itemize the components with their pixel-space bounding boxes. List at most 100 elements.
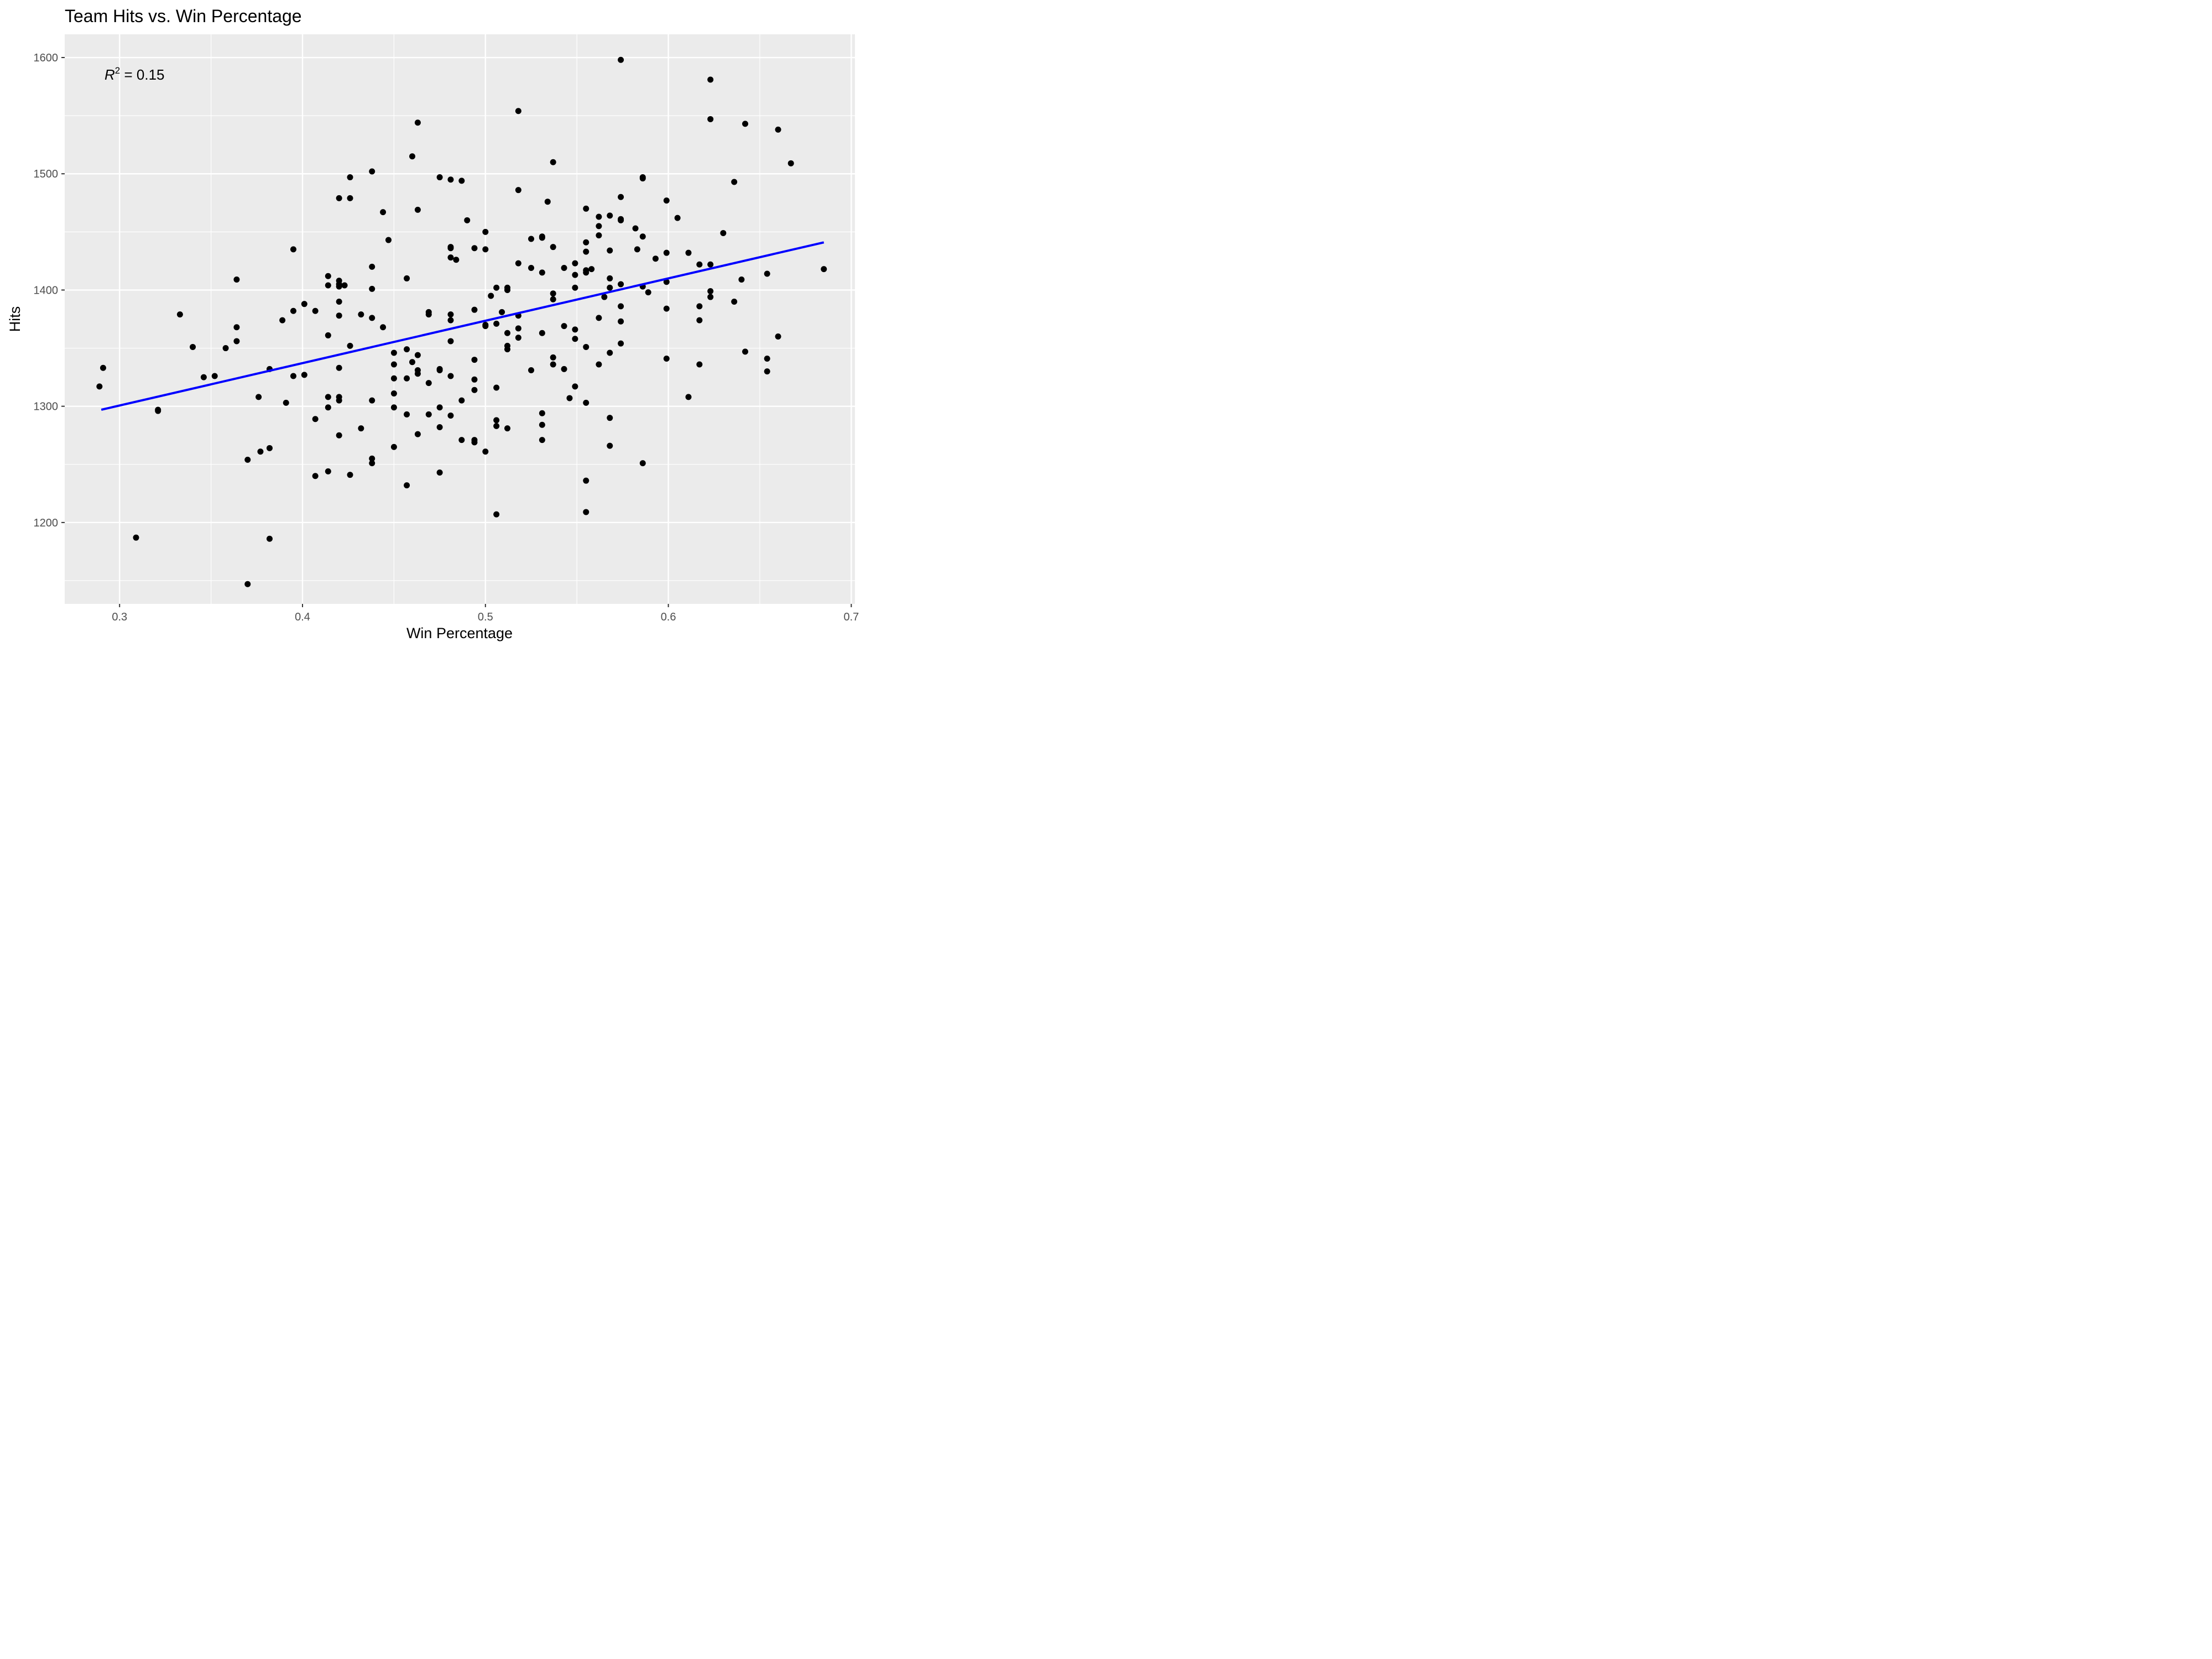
data-point xyxy=(738,276,745,283)
data-point xyxy=(336,298,342,305)
data-point xyxy=(436,174,443,181)
data-point xyxy=(493,417,500,424)
data-point xyxy=(663,355,670,362)
scatter-chart: 0.3 0.4 0.5 0.6 0.7 1200 1300 1400 1500 1600 Team… xyxy=(0,0,867,650)
data-point xyxy=(390,375,397,382)
data-point xyxy=(742,348,749,355)
x-axis-label: Win Percentage xyxy=(406,625,513,641)
data-point xyxy=(358,311,364,318)
data-point xyxy=(190,343,196,350)
data-point xyxy=(436,469,443,476)
data-point xyxy=(493,384,500,391)
x-tick-label: 0.4 xyxy=(295,611,310,623)
data-point xyxy=(539,234,545,241)
data-point xyxy=(347,342,353,349)
data-point xyxy=(409,153,415,160)
grid-minor xyxy=(65,34,855,604)
data-point xyxy=(471,439,478,446)
data-point xyxy=(550,361,556,368)
data-point xyxy=(257,448,264,455)
data-point xyxy=(369,315,375,321)
data-point xyxy=(425,380,432,387)
data-point xyxy=(290,307,296,314)
data-point xyxy=(155,406,161,413)
data-point xyxy=(764,355,770,362)
data-point xyxy=(369,460,375,467)
data-point xyxy=(504,346,511,353)
data-point xyxy=(482,246,489,253)
data-point xyxy=(266,535,273,542)
data-point xyxy=(583,239,589,246)
data-point xyxy=(347,174,353,181)
data-point xyxy=(639,460,646,467)
data-point xyxy=(528,265,535,272)
x-tick-label: 0.7 xyxy=(843,611,859,623)
data-point xyxy=(561,323,567,330)
data-point xyxy=(312,307,319,314)
data-point xyxy=(596,315,602,321)
data-point xyxy=(279,317,286,324)
data-point xyxy=(336,432,342,439)
data-point xyxy=(634,246,640,253)
data-point xyxy=(775,126,781,133)
data-point xyxy=(347,472,353,478)
data-point xyxy=(404,411,410,418)
data-point xyxy=(504,425,511,432)
data-point xyxy=(176,311,183,318)
data-point xyxy=(233,324,240,331)
data-point xyxy=(550,296,556,302)
data-point xyxy=(369,168,375,175)
data-point xyxy=(471,387,478,393)
data-point xyxy=(301,372,307,378)
data-point xyxy=(731,298,738,305)
data-point xyxy=(255,394,262,400)
data-point xyxy=(618,56,624,63)
data-point xyxy=(471,376,478,383)
data-point xyxy=(369,397,375,404)
data-point xyxy=(369,285,375,292)
data-point xyxy=(325,394,331,400)
r-symbol: R xyxy=(105,66,115,83)
data-point xyxy=(436,367,443,373)
data-point xyxy=(425,311,432,318)
data-point xyxy=(100,364,106,371)
data-point xyxy=(471,306,478,313)
data-point xyxy=(583,477,589,484)
data-point xyxy=(471,357,478,363)
data-point xyxy=(583,269,589,276)
data-point xyxy=(390,390,397,397)
data-point xyxy=(561,265,567,272)
data-point xyxy=(325,468,331,474)
data-point xyxy=(632,225,639,232)
data-point xyxy=(707,116,714,122)
data-point xyxy=(775,333,781,340)
data-point xyxy=(325,273,331,279)
y-tick-label: 1200 xyxy=(34,517,59,529)
data-point xyxy=(601,294,608,300)
data-point xyxy=(283,399,289,406)
data-point xyxy=(639,175,646,182)
data-point xyxy=(539,410,545,416)
data-point xyxy=(572,284,578,291)
y-tick-label: 1500 xyxy=(34,168,59,180)
data-point xyxy=(550,244,556,251)
data-point xyxy=(447,245,454,252)
data-point xyxy=(583,343,589,350)
data-point xyxy=(607,275,613,281)
data-point xyxy=(696,303,703,310)
data-point xyxy=(390,444,397,450)
data-points xyxy=(96,56,827,587)
data-point xyxy=(596,232,602,239)
data-point xyxy=(222,345,229,352)
data-point xyxy=(409,359,415,366)
data-point xyxy=(385,237,392,243)
data-point xyxy=(515,260,521,267)
data-point xyxy=(447,338,454,345)
data-point xyxy=(336,283,342,290)
data-point xyxy=(515,325,521,332)
data-point xyxy=(607,415,613,421)
y-tick-label: 1300 xyxy=(34,401,59,413)
data-point xyxy=(663,305,670,312)
data-point xyxy=(572,272,578,278)
data-point xyxy=(358,425,364,432)
